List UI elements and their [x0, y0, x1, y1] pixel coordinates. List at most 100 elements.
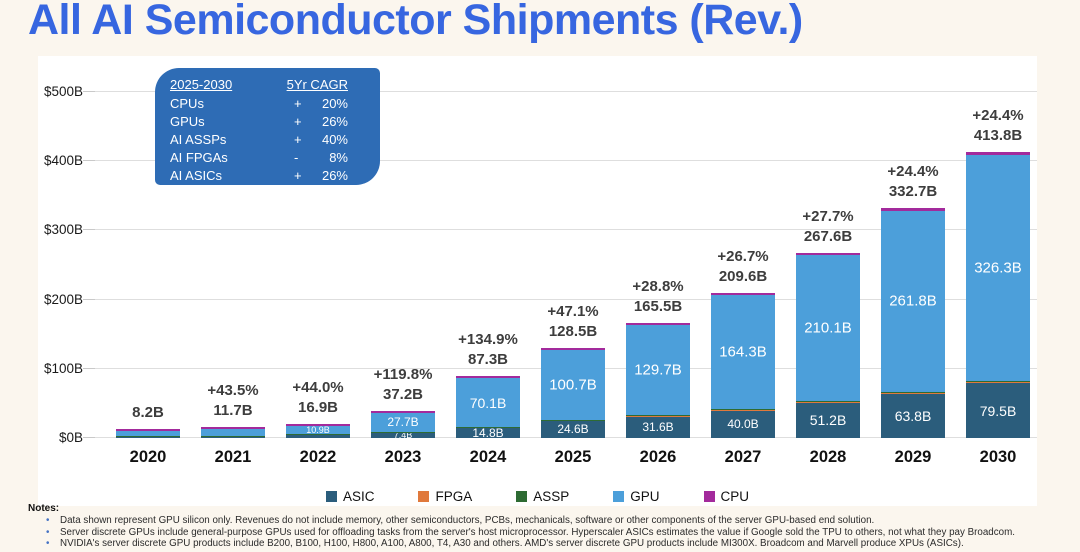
cagr-row-label: AI FPGAs: [170, 150, 228, 165]
bar-2024-segment-fpga: [456, 427, 520, 428]
legend-swatch-asic: [325, 491, 337, 502]
bar-2024-gpu-label: 70.1B: [469, 394, 507, 411]
bar-2029-segment-asic: 63.8B: [881, 393, 945, 438]
bar-2027-segment-gpu: 164.3B: [711, 295, 775, 409]
bar-2023: 7.4B 27.7B: [371, 410, 435, 440]
cagr-row-ai-asics: AI ASICs +26%: [170, 167, 348, 185]
x-axis-label-2026: 2026: [639, 448, 677, 466]
bar-2021-segment-asic: [201, 436, 265, 438]
bar-2027-pct-label: +26.7%: [717, 247, 769, 265]
bar-2028-value-labels: +27.7% 267.6B: [782, 207, 874, 247]
bar-2023-pct-label: +119.8%: [373, 365, 433, 383]
bar-2028-segment-assp: [796, 400, 860, 402]
bar-2020-total-label: 8.2B: [132, 403, 164, 421]
cagr-period-header: 2025-2030: [170, 77, 233, 92]
bar-2030-asic-label: 79.5B: [979, 402, 1017, 419]
bar-2024-value-labels: +134.9% 87.3B: [442, 330, 534, 370]
cagr-header-row: 2025-2030 5Yr CAGR: [170, 76, 348, 94]
cagr-row-label: AI ASSPs: [170, 132, 227, 147]
cagr-rows: CPUs +20% GPUs +26% AI ASSPs +40% AI FPGAs -8% A…: [170, 95, 380, 185]
bar-2026-pct-label: +28.8%: [632, 277, 684, 295]
bar-2025-asic-label: 24.6B: [557, 422, 589, 437]
bar-2029-segment-assp: [881, 391, 945, 394]
bar-2022-segment-asic: [286, 434, 350, 438]
x-axis-label-2020: 2020: [129, 448, 167, 466]
cagr-row-value: 26%: [321, 114, 348, 129]
bar-2030-segment-gpu: 326.3B: [966, 154, 1030, 381]
cagr-row-value: 26%: [321, 168, 348, 183]
cagr-row-sign: +: [294, 96, 302, 111]
gridline-$200B: [95, 298, 1037, 300]
y-axis-label: $500B: [43, 84, 83, 99]
bar-2026-segment-asic: 31.6B: [626, 416, 690, 438]
bar-2025-value-labels: +47.1% 128.5B: [527, 302, 619, 342]
bar-2022-segment-fpga: [286, 434, 350, 435]
bar-2026-value-labels: +28.8% 165.5B: [612, 277, 704, 317]
bar-2029-total-label: 332.7B: [888, 182, 938, 200]
bar-2024-segment-assp: [456, 426, 520, 428]
bar-2029-gpu-label: 261.8B: [889, 292, 937, 310]
bar-2022-total-label: 16.9B: [297, 398, 339, 416]
bar-2024-total-label: 87.3B: [467, 351, 509, 369]
cagr-row-gpus: GPUs +26%: [170, 113, 348, 131]
page-title: All AI Semiconductor Shipments (Rev.): [28, 0, 803, 44]
note-bullet-icon: •: [46, 538, 50, 550]
y-axis-label: $100B: [43, 360, 83, 376]
bar-2028-total-label: 267.6B: [803, 227, 853, 245]
gridline-$500B: [95, 91, 1037, 92]
note-item-3: • NVIDIA's server discrete GPU products i…: [46, 538, 964, 550]
bar-2030-gpu-label: 326.3B: [974, 259, 1022, 277]
bar-2028-segment-cpu: [796, 252, 860, 256]
cagr-row-cpus: CPUs +20%: [170, 95, 348, 113]
x-axis-label-2029: 2029: [894, 448, 932, 466]
y-axis-label: $300B: [43, 222, 83, 238]
bar-2029-segment-fpga: [881, 393, 945, 394]
bar-2025-gpu-label: 100.7B: [549, 376, 597, 394]
bar-2024-segment-gpu: 70.1B: [456, 378, 520, 427]
bar-2025-pct-label: +47.1%: [547, 303, 599, 321]
y-tick-mark: [83, 91, 95, 92]
x-axis-label-2022: 2022: [299, 448, 337, 466]
bar-2020-segment-asic: [116, 436, 180, 438]
cagr-row-ai-assps: AI ASSPs +40%: [170, 131, 348, 149]
legend-swatch-fpga: [418, 491, 430, 502]
y-tick-mark: [83, 367, 95, 369]
bar-2021-segment-assp: [201, 435, 265, 436]
bar-2021-segment-fpga: [201, 436, 265, 437]
x-axis-label-2027: 2027: [724, 448, 762, 466]
chart-plot-area: $0B $100B $200B $300B $400B $500B 8.2B 2020 +43.…: [44, 84, 1037, 466]
bar-2022-value-labels: +44.0% 16.9B: [272, 378, 364, 418]
bar-2029-value-labels: +24.4% 332.7B: [867, 162, 959, 202]
x-axis-label-2028: 2028: [809, 448, 847, 466]
bar-2030-pct-label: +24.4%: [972, 106, 1024, 124]
bar-2025: 24.6B 100.7B: [541, 348, 605, 438]
chart-panel: $0B $100B $200B $300B $400B $500B 8.2B 2020 +43.…: [38, 56, 1037, 506]
bar-2027-asic-label: 40.0B: [727, 417, 759, 432]
cagr-row-sign: +: [294, 132, 302, 147]
bar-2020-segment-assp: [116, 435, 180, 436]
y-tick-mark: [83, 437, 95, 438]
gridline-$300B: [95, 229, 1037, 231]
bar-2025-segment-cpu: [541, 348, 605, 351]
bar-2020: [116, 428, 180, 438]
bar-2030-segment-cpu: [966, 151, 1030, 155]
bar-2020-value-labels: 8.2B: [102, 403, 194, 423]
bar-2023-segment-fpga: [371, 432, 435, 433]
bar-2023-asic-label: 7.4B: [393, 430, 413, 441]
gridline-$400B: [95, 160, 1037, 162]
note-item-1: • Data shown represent GPU silicon only. …: [46, 515, 875, 526]
notes-list: • Data shown represent GPU silicon only. …: [28, 515, 1068, 550]
y-axis-label: $200B: [43, 291, 83, 307]
cagr-row-value: 20%: [321, 96, 348, 111]
bar-2022-segment-gpu: 10.9B: [286, 425, 350, 435]
bar-2027-total-label: 209.6B: [718, 267, 768, 285]
bar-2025-segment-asic: 24.6B: [541, 420, 605, 438]
bar-2027-segment-cpu: [711, 292, 775, 296]
bar-2026-segment-cpu: [626, 322, 690, 326]
y-axis-label: $400B: [43, 153, 83, 169]
legend-item-cpu: CPU: [703, 489, 750, 504]
legend-label-cpu: CPU: [720, 489, 750, 504]
bar-2028-asic-label: 51.2B: [809, 412, 847, 429]
bar-2030-segment-fpga: [966, 382, 1030, 383]
bar-2023-segment-asic: 7.4B: [371, 430, 435, 440]
